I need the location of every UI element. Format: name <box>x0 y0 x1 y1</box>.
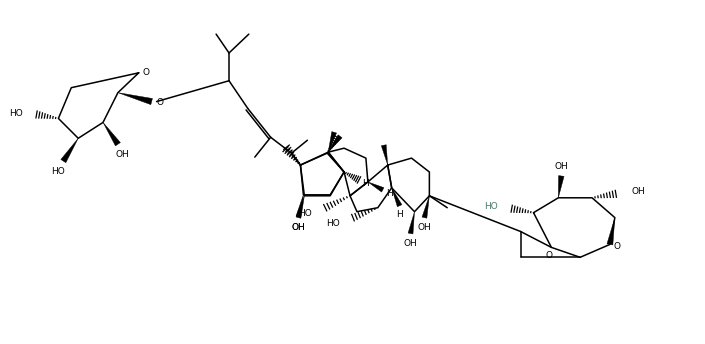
Text: H: H <box>362 180 369 189</box>
Polygon shape <box>296 195 303 217</box>
Polygon shape <box>408 212 415 234</box>
Text: O: O <box>156 98 163 107</box>
Text: OH: OH <box>116 150 130 159</box>
Text: OH: OH <box>292 223 305 232</box>
Text: OH: OH <box>554 162 568 171</box>
Text: O: O <box>142 68 149 77</box>
Text: OH: OH <box>632 187 646 196</box>
Text: O: O <box>546 251 553 260</box>
Text: HO: HO <box>9 109 23 118</box>
Text: OH: OH <box>417 223 431 232</box>
Polygon shape <box>368 182 384 192</box>
Text: OH: OH <box>292 223 305 232</box>
Text: HO: HO <box>326 219 340 228</box>
Polygon shape <box>392 188 402 207</box>
Text: H: H <box>396 210 403 219</box>
Text: H: H <box>386 189 393 198</box>
Polygon shape <box>61 138 78 163</box>
Polygon shape <box>422 196 429 218</box>
Text: HO: HO <box>484 202 498 211</box>
Polygon shape <box>296 196 305 218</box>
Polygon shape <box>558 175 564 198</box>
Polygon shape <box>118 93 152 105</box>
Polygon shape <box>103 122 121 146</box>
Polygon shape <box>327 135 342 153</box>
Text: O: O <box>613 242 620 251</box>
Text: HO: HO <box>51 166 66 175</box>
Text: OH: OH <box>404 239 417 248</box>
Polygon shape <box>329 132 336 152</box>
Polygon shape <box>381 145 388 165</box>
Polygon shape <box>607 218 615 245</box>
Text: HO: HO <box>299 209 312 218</box>
